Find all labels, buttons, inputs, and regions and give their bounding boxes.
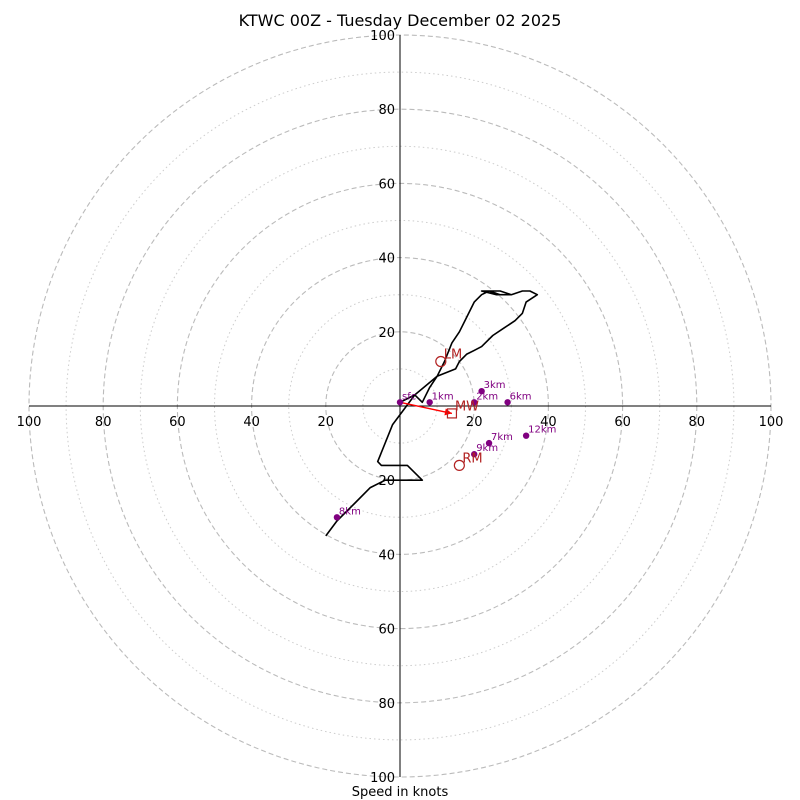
tick-right-60: 60: [614, 415, 631, 430]
shear-vector-line: [399, 401, 453, 415]
storm-marker-LM: [435, 355, 447, 368]
storm-marker-MW: [446, 408, 458, 419]
hodograph-trace: [325, 290, 539, 537]
tick-right-100: 100: [759, 415, 784, 430]
height-marker-6km: [504, 399, 511, 406]
tick-bottom-60: 60: [378, 623, 395, 638]
height-label-7km: 7km: [491, 432, 513, 443]
storm-motion-markers: LM RM MW: [435, 347, 483, 471]
tick-left-20: 20: [318, 415, 335, 430]
tick-top-40: 40: [378, 252, 395, 267]
storm-marker-RM: [453, 459, 465, 471]
height-marker-12km: [522, 432, 530, 439]
tick-top-20: 20: [378, 326, 395, 341]
height-marker-3km: [478, 387, 485, 395]
height-marker-sfc: [396, 399, 404, 406]
height-label-sfc: sfc: [402, 391, 416, 402]
tick-right-40: 40: [540, 415, 557, 430]
tick-left-60: 60: [169, 415, 186, 430]
tick-left-40: 40: [243, 415, 260, 430]
height-marker-1km: [426, 399, 433, 406]
height-label-6km: 6km: [510, 391, 532, 402]
height-label-9km: 9km: [476, 443, 498, 454]
height-marker-7km: [485, 439, 493, 447]
height-label-3km: 3km: [484, 380, 506, 391]
axis-ticks: 20 20 20 20 40 40 40 40 60 60 60 60 80 80 80 80 100 100 10…: [17, 29, 784, 786]
tick-right-80: 80: [689, 415, 706, 430]
height-label-8km: 8km: [339, 506, 361, 517]
axes: [29, 35, 771, 777]
storm-label-MW: MW: [455, 399, 479, 414]
tick-bottom-80: 80: [378, 697, 395, 712]
tick-top-80: 80: [378, 103, 395, 118]
storm-label-RM: RM: [462, 451, 482, 466]
x-axis-label: Speed in knots: [352, 785, 449, 800]
tick-top-100: 100: [370, 29, 395, 44]
height-label-1km: 1km: [432, 391, 454, 402]
tick-bottom-20: 20: [378, 474, 395, 489]
height-label-2km: 2km: [476, 391, 498, 402]
tick-left-80: 80: [95, 415, 112, 430]
shear-vector-arrowhead: [444, 408, 452, 416]
tick-bottom-100: 100: [370, 771, 395, 786]
tick-right-20: 20: [466, 415, 483, 430]
tick-left-100: 100: [17, 415, 42, 430]
chart-title: KTWC 00Z - Tuesday December 02 2025: [239, 11, 562, 30]
height-marker-8km: [333, 514, 341, 521]
height-marker-2km: [471, 399, 478, 406]
tick-top-60: 60: [378, 177, 395, 192]
height-label-12km: 12km: [528, 425, 556, 436]
height-marker-9km: [471, 451, 478, 458]
storm-label-LM: LM: [444, 347, 462, 362]
hodograph-line-hodograph: [325, 290, 539, 537]
tick-bottom-40: 40: [378, 548, 395, 563]
